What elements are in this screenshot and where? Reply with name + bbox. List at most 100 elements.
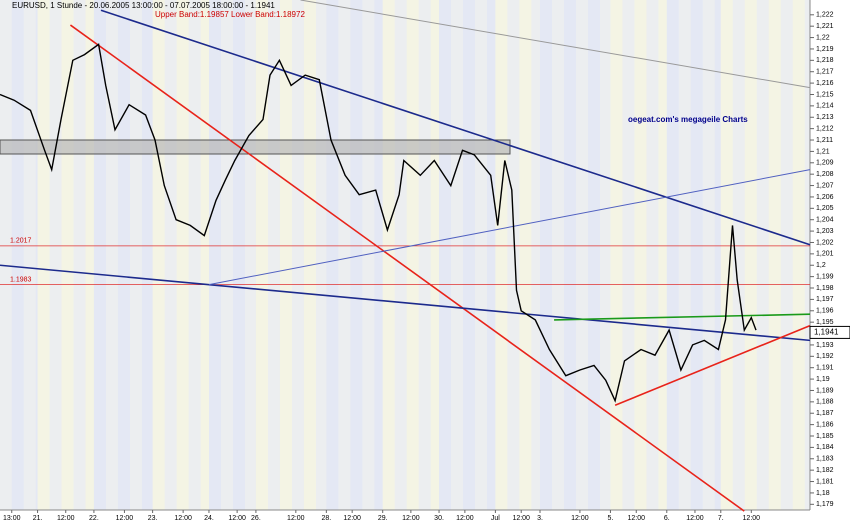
subtitle: Upper Band:1.19857 Lower Band:1.18972: [155, 10, 305, 19]
x-tick-label: 12:00: [627, 515, 645, 522]
stripe: [588, 0, 600, 510]
x-tick-label: 24.: [204, 515, 214, 522]
level-label: 1.1983: [10, 276, 32, 283]
y-tick-label: 1,191: [816, 365, 834, 372]
x-tick-label: 12:00: [456, 515, 474, 522]
y-tick-label: 1,207: [816, 182, 834, 189]
stripe: [117, 0, 130, 510]
y-tick-label: 1,211: [816, 137, 833, 144]
stripe: [519, 0, 532, 510]
y-tick-label: 1,208: [816, 171, 834, 178]
stripe: [634, 0, 647, 510]
x-tick-label: Jul: [491, 515, 500, 522]
y-tick-label: 1,2: [816, 262, 826, 269]
x-tick-label: 12:00: [512, 515, 530, 522]
x-tick-label: 6.: [664, 515, 670, 522]
y-tick-label: 1,188: [816, 399, 834, 406]
y-tick-label: 1,189: [816, 387, 834, 394]
x-tick-label: 7.: [718, 515, 724, 522]
y-tick-label: 1,193: [816, 342, 834, 349]
x-tick-label: 12:00: [287, 515, 305, 522]
y-tick-label: 1,222: [816, 12, 834, 19]
y-tick-label: 1,192: [816, 353, 834, 360]
x-tick-label: 12:00: [571, 515, 589, 522]
stripe: [406, 0, 419, 510]
y-tick-label: 1,19: [816, 376, 830, 383]
y-tick-label: 1,185: [816, 433, 834, 440]
x-tick-label: 21.: [33, 515, 43, 522]
y-tick-label: 1,202: [816, 239, 834, 246]
trendline: [69, 24, 745, 512]
y-tick-label: 1,205: [816, 205, 834, 212]
y-tick-label: 1,218: [816, 57, 834, 64]
x-tick-label: 3.: [537, 515, 543, 522]
level-label: 1.2017: [10, 238, 32, 245]
y-tick-label: 1,216: [816, 80, 834, 87]
stripe: [61, 0, 74, 510]
stripe: [540, 0, 552, 510]
stripe: [279, 0, 292, 510]
last-price-box: [809, 325, 850, 339]
stripe: [232, 0, 245, 510]
y-tick-label: 1,181: [816, 478, 834, 485]
stripe: [303, 0, 316, 510]
x-tick-label: 12:00: [743, 515, 761, 522]
y-tick-label: 1,219: [816, 46, 834, 53]
annotation: oegeat.com's megageile Charts: [628, 115, 748, 124]
y-tick-label: 1,209: [816, 160, 834, 167]
x-tick-label: 12:00: [116, 515, 134, 522]
trendline: [554, 313, 811, 321]
stripe: [93, 0, 106, 510]
last-price-label: 1,1941: [814, 328, 839, 337]
x-tick-label: 28.: [321, 515, 331, 522]
trendline: [100, 9, 811, 246]
x-tick-label: 26.: [251, 515, 261, 522]
stripe: [564, 0, 576, 510]
stripe: [610, 0, 623, 510]
stripe: [208, 0, 221, 510]
stripe: [439, 0, 452, 510]
y-tick-label: 1,203: [816, 228, 834, 235]
y-tick-label: 1,206: [816, 194, 834, 201]
y-tick-label: 1,179: [816, 501, 834, 508]
y-tick-label: 1,183: [816, 456, 834, 463]
stripe: [152, 0, 165, 510]
trendline: [614, 324, 811, 407]
stripe: [792, 0, 805, 510]
trendline: [0, 264, 811, 342]
x-tick-label: 29.: [378, 515, 388, 522]
trendline: [208, 169, 811, 286]
stripe: [666, 0, 679, 510]
x-tick-label: 12:00: [57, 515, 75, 522]
x-tick-label: 22.: [89, 515, 99, 522]
stripe: [37, 0, 50, 510]
x-tick-label: 30.: [434, 515, 444, 522]
x-tick-label: 12:00: [686, 515, 704, 522]
stripe: [350, 0, 363, 510]
stripe: [11, 0, 24, 510]
x-tick-label: 13:00: [3, 515, 21, 522]
range-box: [0, 139, 511, 155]
y-tick-label: 1,186: [816, 421, 834, 428]
stripe: [768, 0, 781, 510]
y-tick-label: 1,217: [816, 69, 834, 76]
x-tick-label: 12:00: [343, 515, 361, 522]
price-line: [0, 43, 757, 403]
y-tick-label: 1,21: [816, 148, 830, 155]
stripe: [176, 0, 189, 510]
y-tick-label: 1,187: [816, 410, 834, 417]
y-tick-label: 1,212: [816, 125, 834, 132]
y-tick-label: 1,196: [816, 308, 834, 315]
x-tick-label: 23.: [148, 515, 158, 522]
stripe: [463, 0, 476, 510]
y-tick-label: 1,184: [816, 444, 834, 451]
chart-title: EURUSD, 1 Stunde - 20.06.2005 13:00:00 -…: [12, 1, 275, 10]
trendline: [300, 0, 811, 89]
stripe: [690, 0, 703, 510]
y-tick-label: 1,221: [816, 23, 834, 30]
y-tick-label: 1,204: [816, 217, 834, 224]
y-tick-label: 1,197: [816, 296, 834, 303]
y-tick-label: 1,214: [816, 103, 834, 110]
y-tick-label: 1,195: [816, 319, 834, 326]
